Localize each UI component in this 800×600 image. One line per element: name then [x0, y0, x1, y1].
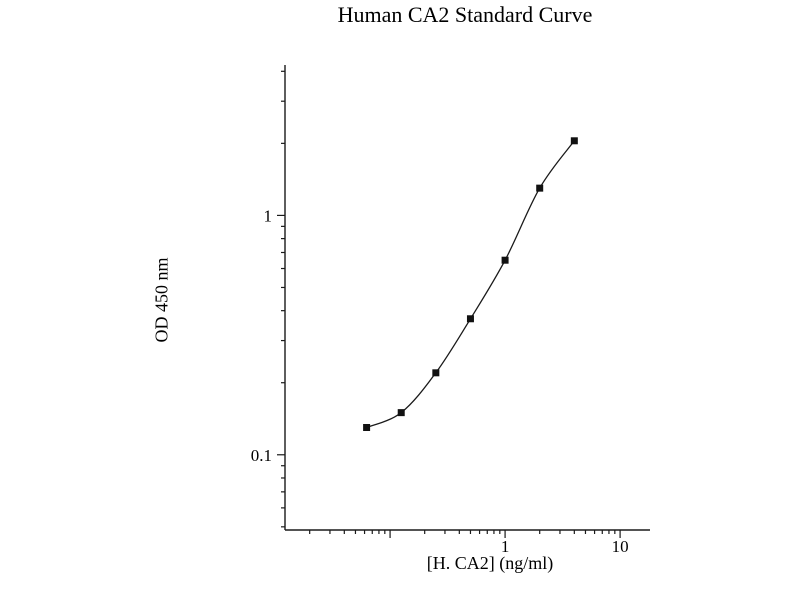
data-point-marker	[397, 409, 405, 417]
chart-title: Human CA2 Standard Curve	[337, 2, 593, 27]
data-point-marker	[363, 424, 371, 432]
data-point-marker	[570, 137, 578, 145]
y-tick-label: 0.1	[251, 446, 272, 465]
data-point-marker	[536, 184, 544, 192]
x-tick-label: 10	[612, 537, 629, 556]
standard-curve-line	[366, 140, 575, 429]
x-tick-label: 1	[501, 537, 510, 556]
data-point-marker	[466, 315, 474, 323]
y-tick-label: 1	[264, 206, 273, 225]
data-point-marker	[501, 256, 509, 264]
x-axis-label: [H. CA2] (ng/ml)	[426, 553, 554, 573]
data-point-marker	[432, 369, 440, 377]
